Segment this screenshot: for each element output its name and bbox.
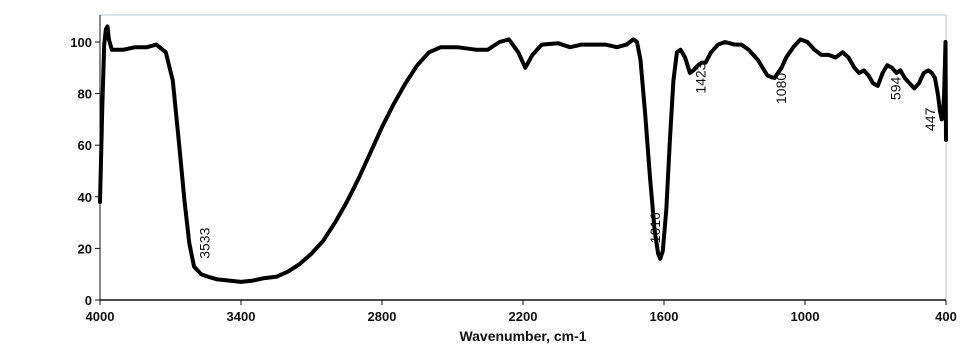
y-axis-ticks: 0 20 40 60 80 100 <box>70 35 100 308</box>
x-tick-label: 4000 <box>86 309 115 324</box>
plot-frame <box>99 14 947 301</box>
y-tick-label: 40 <box>78 190 92 205</box>
y-tick-label: 100 <box>70 35 92 50</box>
peak-label: 3533 <box>197 227 213 258</box>
y-tick-label: 20 <box>78 241 92 256</box>
x-tick-label: 1600 <box>650 309 679 324</box>
peak-label: 594 <box>887 77 903 101</box>
x-axis-title: Wavenumber, cm-1 <box>459 328 586 344</box>
spectrum-line <box>98 24 948 284</box>
peak-label: 1080 <box>773 73 789 104</box>
y-tick-label: 60 <box>78 138 92 153</box>
x-tick-label: 3400 <box>227 309 256 324</box>
peak-label: 447 <box>922 108 938 132</box>
y-tick-label: 0 <box>85 293 92 308</box>
x-tick-label: 2200 <box>509 309 538 324</box>
x-tick-label: 1000 <box>791 309 820 324</box>
peak-annotations: 3533 1616 1423 1080 594 447 <box>197 62 938 258</box>
x-axis-ticks: 4000 3400 2800 2200 1600 1000 400 <box>86 300 957 324</box>
x-tick-label: 400 <box>935 309 957 324</box>
x-tick-label: 2800 <box>368 309 397 324</box>
y-tick-label: 80 <box>78 87 92 102</box>
peak-label: 1616 <box>647 212 663 243</box>
peak-label: 1423 <box>693 62 709 93</box>
